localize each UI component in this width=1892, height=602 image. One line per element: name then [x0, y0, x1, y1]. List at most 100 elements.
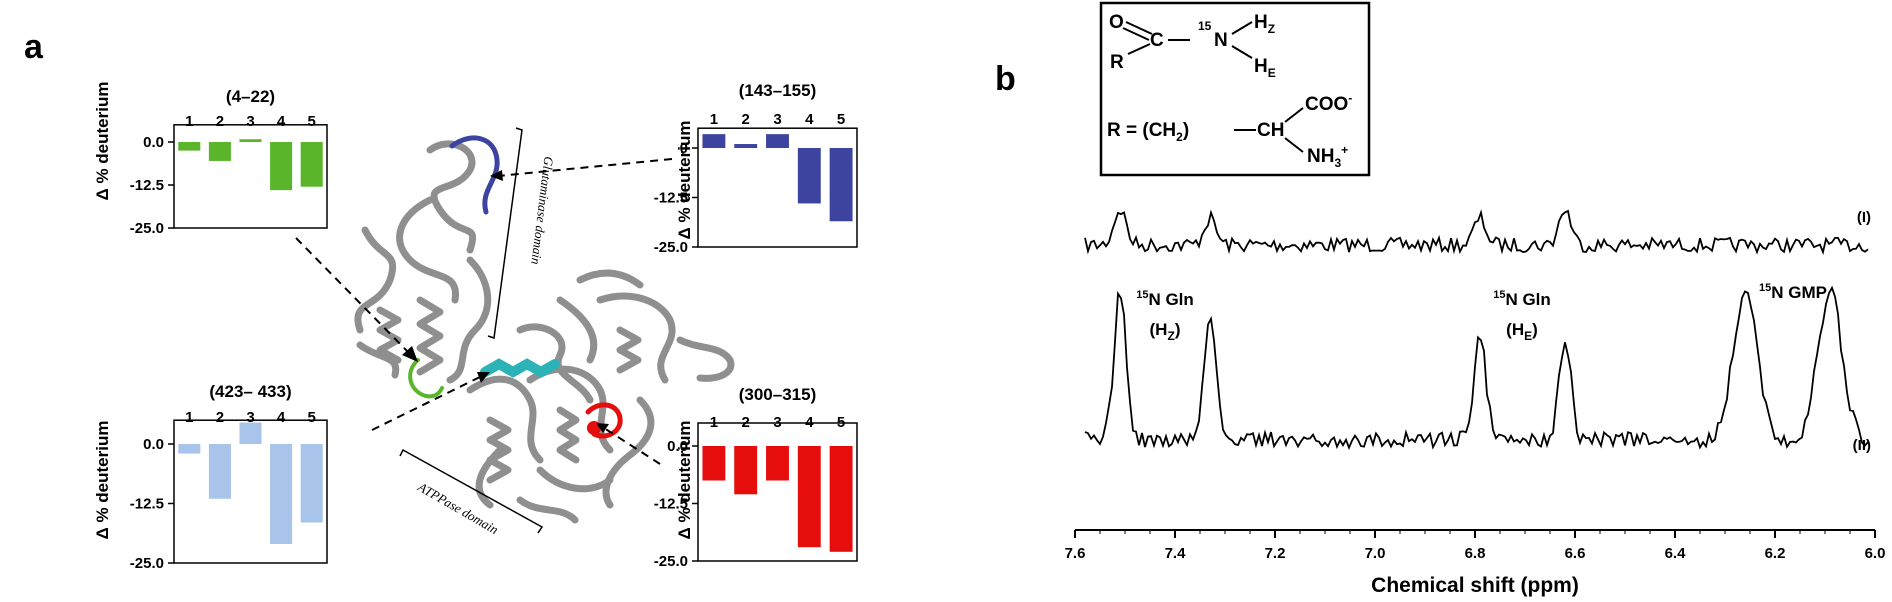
bar: [208, 142, 231, 161]
y-axis-label: Δ % deuterium: [93, 82, 112, 201]
category-label: 5: [837, 111, 845, 128]
nmr-trace-label: (II): [1853, 437, 1871, 454]
chem-hz-sub: Z: [1268, 22, 1275, 36]
bar: [797, 148, 821, 204]
category-label: 5: [308, 409, 316, 426]
isotope: 15: [1136, 289, 1148, 301]
isotope: 15: [1493, 289, 1505, 301]
bar-chart-title: (423– 433): [209, 382, 291, 401]
nmr-x-tick-label: 6.2: [1765, 545, 1786, 562]
bar: [239, 422, 262, 444]
bar: [300, 142, 323, 187]
category-label: 5: [837, 414, 845, 431]
nmr-trace: [1084, 209, 1869, 256]
bar-chart-frame: [697, 127, 858, 248]
chem-bond-nhz: [1231, 21, 1253, 35]
panel-letter-b: b: [995, 60, 1016, 98]
arrowhead-red: [596, 423, 609, 433]
arrow-blue: [497, 158, 673, 177]
bar-chart-frame: [697, 422, 858, 562]
nmr-x-tick-label: 7.4: [1165, 545, 1187, 562]
category-label: 1: [185, 113, 193, 130]
bar: [270, 444, 293, 544]
glutaminase-bracket: [487, 127, 523, 339]
bar-charts: 0.0-12.5-25.01 2 3 4 5(4–22)Δ % deuterium 0-1…: [93, 81, 858, 572]
chemical-structure: O C R 15 N HZ HE R = (CH2) CH COO- NH3+: [1099, 1, 1371, 177]
category-label: 2: [216, 113, 224, 130]
category-label: 5: [308, 113, 316, 130]
bar: [766, 134, 789, 148]
nmr-spectrum: 7.6 7.4 7.2 7.0 6.8 6.6 6.4 6.2 6.0 Chemical shif…: [1065, 209, 1886, 597]
category-label: 4: [805, 111, 814, 128]
category-label: 3: [246, 409, 254, 426]
category-label: 3: [773, 111, 781, 128]
nmr-peak-sublabel: (HZ): [1150, 320, 1181, 343]
nmr-trace: [1084, 285, 1869, 451]
bar-chart-frame: [173, 419, 328, 564]
bar-chart-title: (143–155): [739, 81, 817, 100]
y-tick-label: -12.5: [654, 190, 688, 207]
category-label: 1: [710, 414, 718, 431]
chem-ch: CH: [1257, 120, 1284, 141]
y-axis-label: Δ % deuterium: [93, 421, 112, 540]
bar: [270, 142, 293, 191]
category-label: 2: [216, 409, 224, 426]
region-cyan: [480, 358, 560, 378]
nmr-x-axis-label: Chemical shift (ppm): [1371, 574, 1579, 597]
y-tick-label: -12.5: [130, 496, 164, 513]
nmr-trace-label: (I): [1857, 209, 1871, 226]
bar: [702, 134, 726, 148]
chem-bond-coo: [1284, 107, 1304, 123]
y-axis-label: Δ % deuterium: [675, 421, 694, 540]
y-tick-label: -25.0: [654, 239, 688, 256]
y-tick-label: -25.0: [654, 553, 688, 570]
nmr-peak-sublabel: (HE): [1506, 320, 1538, 343]
y-tick-label: 0: [680, 140, 688, 157]
nmr-x-tick-label: 6.0: [1865, 545, 1886, 562]
y-tick-label: -12.5: [130, 177, 164, 194]
y-tick-label: -25.0: [130, 220, 164, 237]
bar: [766, 446, 789, 481]
bar-chart-2: 0 -12.5 -25.0 1 2 3 4 5 (143–155) Δ % deuterium: [654, 81, 858, 256]
bar: [239, 139, 262, 142]
bar: [208, 444, 231, 499]
atppase-bracket: [399, 448, 544, 534]
chem-n: N: [1214, 30, 1228, 51]
y-tick-label: -12.5: [654, 496, 688, 513]
chem-c: C: [1150, 30, 1164, 51]
chem-bond-rc: [1127, 43, 1151, 55]
chem-bond-co-1: [1125, 21, 1153, 35]
category-label: 2: [742, 111, 750, 128]
nmr-peak-label: 15N GMP: [1759, 282, 1827, 302]
chem-he-sub: E: [1268, 66, 1276, 80]
bar: [829, 148, 853, 222]
nmr-peak-label: 15N Gln: [1493, 289, 1551, 309]
chem-bond-nhe: [1231, 45, 1253, 59]
category-label: 4: [277, 409, 286, 426]
bar: [702, 446, 726, 481]
arrowhead-lightblue: [477, 372, 490, 383]
bar: [300, 444, 323, 523]
bar: [734, 144, 758, 148]
y-tick-label: 0.0: [667, 438, 688, 455]
bar-chart-title: (300–315): [739, 385, 817, 404]
arrow-red: [603, 427, 661, 465]
chem-nh3: NH3+: [1307, 143, 1348, 170]
chem-r: R: [1110, 52, 1124, 73]
chem-he: HE: [1254, 56, 1276, 80]
chem-bond-co-2: [1122, 27, 1150, 41]
y-tick-label: 0.0: [143, 436, 164, 453]
nmr-x-tick-label: 6.6: [1565, 545, 1586, 562]
y-tick-label: -25.0: [130, 555, 164, 572]
panel-letter-a: a: [24, 28, 44, 66]
bar: [178, 142, 201, 151]
chem-hz: HZ: [1254, 12, 1275, 36]
bar-chart-frame: [173, 124, 328, 229]
arrowhead-blue: [490, 170, 503, 181]
nmr-x-tick-label: 6.4: [1665, 545, 1687, 562]
bar-chart-4: 0.0 -12.5 -25.0 1 2 3 4 5 (300–315) Δ % deuterium: [654, 385, 858, 570]
nmr-peak-label: 15N Gln: [1136, 289, 1194, 309]
y-axis-label: Δ % deuterium: [675, 121, 694, 240]
bar-chart-1: 0.0 -12.5 -25.0 1 2 3 4 5 (4–22) Δ % deuterium: [93, 82, 328, 237]
bar: [797, 446, 821, 548]
